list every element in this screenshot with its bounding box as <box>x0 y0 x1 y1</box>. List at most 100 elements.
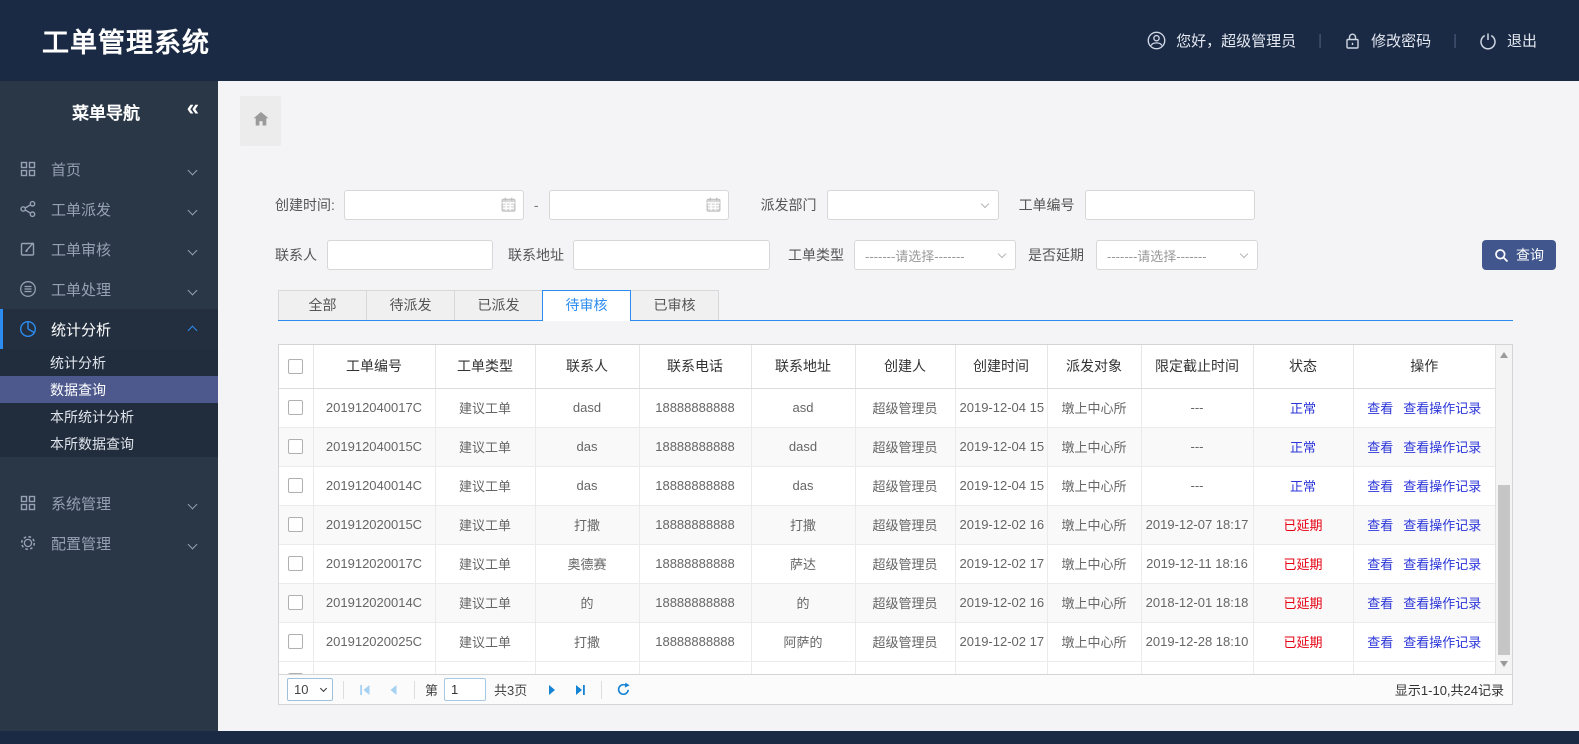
scroll-down-arrow-icon[interactable] <box>1500 661 1508 667</box>
column-header: 联系地址 <box>751 345 856 389</box>
view-log-link[interactable]: 查看操作记录 <box>1403 635 1482 650</box>
page-size-select[interactable]: 10 <box>287 678 333 701</box>
table-row: 201912020025C 建议工单 打撒 18888888888 阿萨的 超级管理员 20… <box>279 622 1495 662</box>
view-link[interactable]: 查看 <box>1367 557 1394 572</box>
tab[interactable]: 已派发 <box>454 290 543 320</box>
tab[interactable]: 全部 <box>278 290 367 320</box>
tab[interactable]: 已审核 <box>630 290 719 320</box>
sidebar-item[interactable]: 首页 <box>0 149 218 189</box>
sidebar-item[interactable]: 系统管理 <box>0 483 218 523</box>
contact-cell: dasd <box>535 388 640 428</box>
search-button[interactable]: 查询 <box>1482 240 1556 270</box>
calendar-icon[interactable] <box>705 196 722 213</box>
order-no-cell: 201912020015C <box>313 505 436 545</box>
tab[interactable]: 待审核 <box>542 290 631 321</box>
table-scrollbar[interactable] <box>1495 345 1512 674</box>
calendar-icon[interactable] <box>500 196 517 213</box>
status-cell: 正常 <box>1253 388 1354 428</box>
checkbox-cell <box>279 427 314 467</box>
contact-input[interactable] <box>327 240 493 270</box>
scroll-up-arrow-icon[interactable] <box>1500 352 1508 358</box>
delay-select[interactable]: -------请选择------- <box>1096 240 1258 270</box>
view-log-link[interactable]: 查看操作记录 <box>1403 518 1482 533</box>
table-row: 201912020015C 建议工单 打撒 18888888888 打撒 超级管理员 201… <box>279 505 1495 545</box>
top-header-bar: 工单管理系统 您好，超级管理员 | <box>0 0 1579 81</box>
view-log-link[interactable]: 查看操作记录 <box>1403 479 1482 494</box>
contact-cell: 打撒 <box>535 622 640 662</box>
last-page-button[interactable] <box>569 679 591 701</box>
tab[interactable]: 待派发 <box>366 290 455 320</box>
view-log-link[interactable]: 查看操作记录 <box>1403 440 1482 455</box>
change-password-button[interactable]: 修改密码 <box>1344 30 1431 51</box>
created-cell: 2019-12-04 15 <box>955 466 1048 506</box>
sidebar-subitem[interactable]: 本所数据查询 <box>50 435 134 452</box>
refresh-button[interactable] <box>612 679 634 701</box>
row-checkbox[interactable] <box>288 478 304 493</box>
sidebar-item[interactable]: 配置管理 <box>0 523 218 563</box>
select-all-checkbox[interactable] <box>288 358 304 374</box>
sidebar-item[interactable]: 工单审核 <box>0 229 218 269</box>
row-checkbox[interactable] <box>288 595 304 610</box>
breadcrumb-home-tab[interactable] <box>240 96 281 146</box>
row-checkbox[interactable] <box>288 517 304 532</box>
sidebar-title-label: 菜单导航 <box>72 103 140 123</box>
row-checkbox[interactable] <box>288 439 304 454</box>
empty-cell <box>1047 661 1142 674</box>
row-checkbox[interactable] <box>288 556 304 571</box>
sidebar-item[interactable]: 工单处理 <box>0 269 218 309</box>
row-checkbox[interactable] <box>288 673 304 674</box>
sidebar-item-label: 首页 <box>51 161 82 179</box>
view-log-link[interactable]: 查看操作记录 <box>1403 401 1482 416</box>
scrollbar-thumb[interactable] <box>1498 485 1510 655</box>
status-badge: 已延期 <box>1283 596 1323 611</box>
column-header: 工单编号 <box>313 345 436 389</box>
table-row: 201912020014C 建议工单的 18888888888 的超级管理员 2019-… <box>279 583 1495 623</box>
creator-cell: 超级管理员 <box>855 544 956 584</box>
type-cell: 建议工单 <box>435 427 536 467</box>
process-icon <box>18 279 38 299</box>
sidebar-item[interactable]: 工单派发 <box>0 189 218 229</box>
address-input[interactable] <box>573 240 770 270</box>
view-link[interactable]: 查看 <box>1367 479 1394 494</box>
target-cell: 墩上中心所 <box>1047 505 1142 545</box>
grid-icon <box>18 159 38 179</box>
view-link[interactable]: 查看 <box>1367 596 1394 611</box>
current-page-input[interactable] <box>444 678 487 701</box>
pie-chart-icon <box>18 319 38 339</box>
sidebar-subitem[interactable]: 数据查询 <box>0 376 218 403</box>
sidebar-subitem[interactable]: 统计分析 <box>50 354 106 371</box>
row-checkbox[interactable] <box>288 400 304 415</box>
order-type-select[interactable]: -------请选择------- <box>854 240 1016 270</box>
row-checkbox[interactable] <box>288 634 304 649</box>
creator-cell: 超级管理员 <box>855 466 956 506</box>
sidebar-subitem[interactable]: 本所统计分析 <box>50 408 134 425</box>
view-link[interactable]: 查看 <box>1367 635 1394 650</box>
deadline-cell: --- <box>1141 388 1254 428</box>
checkbox-cell <box>279 466 314 506</box>
status-badge: 已延期 <box>1283 635 1323 650</box>
actions-cell: 查看 查看操作记录 <box>1353 388 1495 428</box>
next-page-button[interactable] <box>541 679 563 701</box>
logout-button[interactable]: 退出 <box>1479 30 1537 51</box>
last-page-icon <box>576 684 586 695</box>
order-no-cell: 201912040014C <box>313 466 436 506</box>
view-log-link[interactable]: 查看操作记录 <box>1403 596 1482 611</box>
view-link[interactable]: 查看 <box>1367 518 1394 533</box>
date-to-input[interactable] <box>548 190 729 220</box>
sidebar-item[interactable]: 统计分析 <box>0 309 218 349</box>
dispatch-dept-select[interactable] <box>826 190 999 220</box>
pager-divider <box>601 680 603 699</box>
first-page-button[interactable] <box>354 679 376 701</box>
view-link[interactable]: 查看 <box>1367 401 1394 416</box>
view-log-link[interactable]: 查看操作记录 <box>1403 557 1482 572</box>
view-link[interactable]: 查看 <box>1367 440 1394 455</box>
contact-cell: 的 <box>535 583 640 623</box>
grid-icon <box>18 493 38 513</box>
chevron-down-icon <box>319 684 328 693</box>
sidebar-collapse-icon[interactable]: « <box>186 95 199 120</box>
column-header: 联系人 <box>535 345 640 389</box>
prev-page-button[interactable] <box>382 679 404 701</box>
order-no-input[interactable] <box>1084 190 1255 220</box>
empty-cell <box>435 661 536 674</box>
date-from-input[interactable] <box>343 190 524 220</box>
